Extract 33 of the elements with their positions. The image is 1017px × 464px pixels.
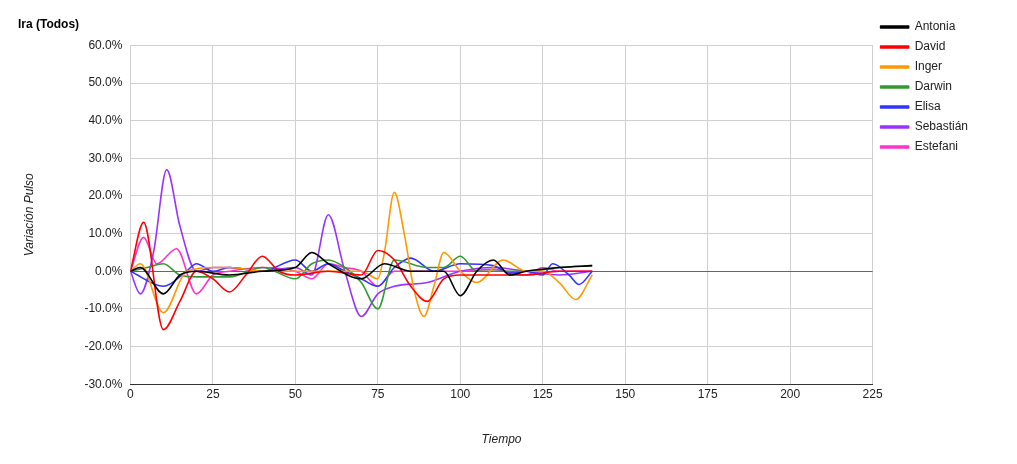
legend-label: Antonia [914, 19, 956, 34]
y-tick-label: 40.0% [88, 113, 123, 127]
x-tick-label: 175 [697, 386, 719, 401]
y-tick-label: 0.0% [95, 263, 123, 278]
x-tick-label: 150 [615, 386, 636, 401]
x-tick-label: 75 [371, 386, 385, 401]
x-tick-label: 0 [127, 386, 135, 401]
line-series [130, 191, 594, 318]
y-tick-label: 20.0% [88, 188, 123, 203]
legend-label: Darwin [914, 79, 952, 94]
x-tick-label: 25 [206, 386, 220, 401]
y-tick-label: 10.0% [88, 225, 123, 240]
y-tick-label: 30.0% [88, 150, 123, 165]
y-tick-label: -30.0% [84, 376, 123, 391]
legend-label: Sebastián [914, 119, 968, 134]
y-tick-label: 60.0% [88, 37, 123, 52]
y-tick-label: -10.0% [84, 301, 123, 316]
line-series [130, 251, 594, 297]
chart-title: Ira (Todos) [18, 16, 80, 31]
y-axis-title: Variación Pulso [21, 173, 36, 257]
x-tick-label: 125 [532, 386, 554, 401]
legend-label: Elisa [914, 99, 941, 114]
x-axis-title: Tiempo [481, 432, 522, 447]
legend-label: David [914, 39, 946, 54]
x-tick-label: 50 [288, 386, 303, 401]
x-tick-label: 100 [450, 386, 471, 401]
x-tick-label: 200 [780, 386, 801, 401]
y-tick-label: -20.0% [84, 338, 123, 353]
line-series [130, 221, 594, 331]
y-tick-label: 50.0% [88, 75, 123, 90]
x-tick-label: 225 [862, 386, 883, 401]
legend-label: Inger [914, 59, 942, 74]
legend-label: Estefani [914, 139, 958, 154]
